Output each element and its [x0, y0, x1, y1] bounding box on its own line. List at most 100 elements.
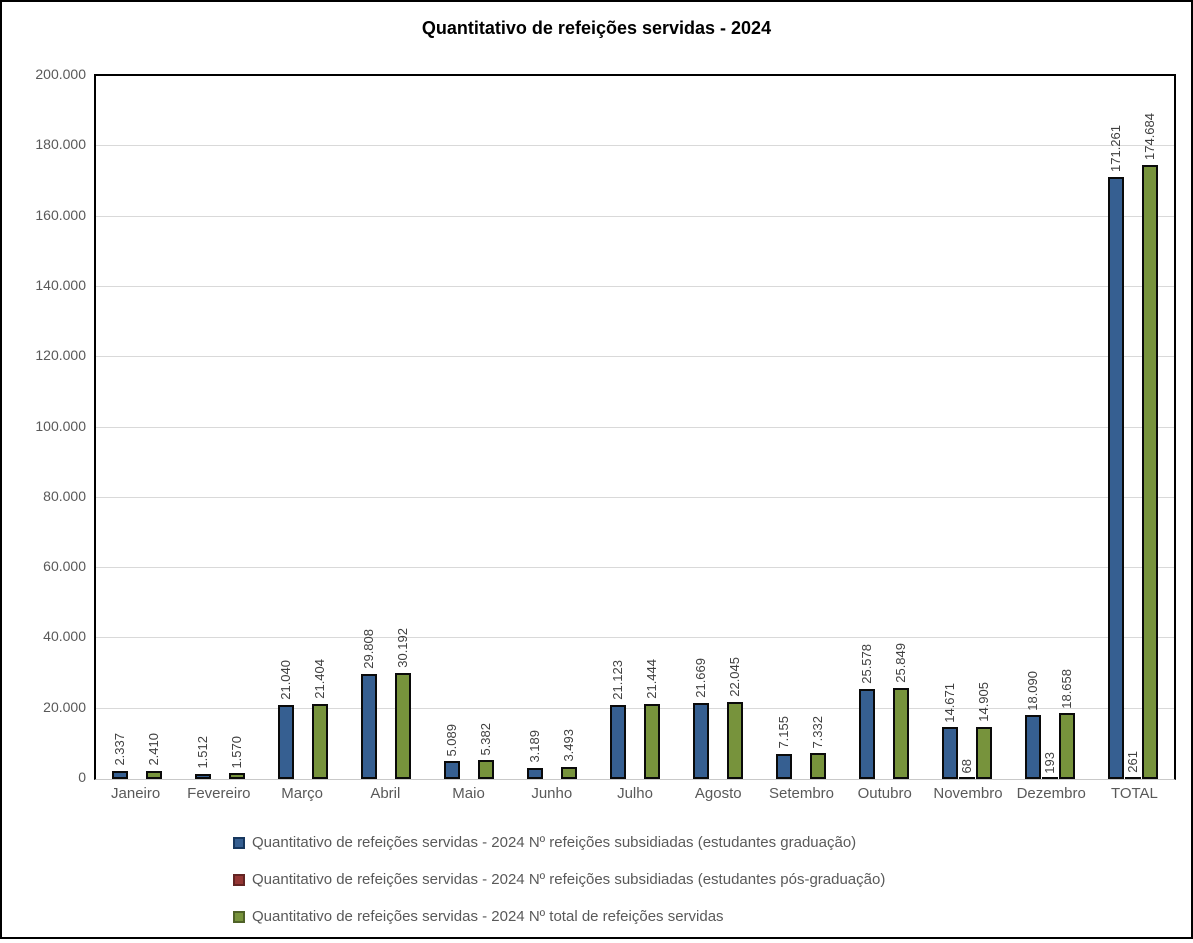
bar-junho-series1[interactable]: [527, 767, 544, 779]
value-label: 21.444: [644, 658, 659, 699]
bar-julho-series1[interactable]: [610, 704, 626, 779]
value-label: 21.123: [610, 660, 625, 700]
legend-label: Quantitativo de refeições servidas - 202…: [252, 834, 857, 851]
bar-dezembro-series2[interactable]: [1041, 777, 1058, 779]
y-tick-label: 100.000: [35, 417, 86, 434]
value-label: 25.849: [892, 643, 908, 684]
legend-item-1[interactable]: Quantitativo de refeições servidas - 202…: [233, 832, 885, 853]
legend: Quantitativo de refeições servidas - 202…: [233, 832, 885, 943]
bar-janeiro-series1[interactable]: [112, 770, 129, 779]
value-label: 18.658: [1058, 668, 1074, 709]
value-label: 21.404: [312, 659, 328, 699]
value-label: 25.578: [858, 644, 874, 685]
y-axis: 0 20.000 40.000 60.000 80.000 100.000 120.000 1…: [2, 66, 86, 785]
bar-novembro-series1[interactable]: [941, 727, 958, 779]
bar-fevereiro-series1[interactable]: [195, 773, 212, 779]
x-axis: Janeiro Fevereiro Março Abril Maio Junho Julho…: [94, 785, 1176, 809]
y-tick-label: 0: [78, 769, 86, 785]
y-tick-label: 20.000: [43, 698, 86, 715]
gridline: [96, 567, 1174, 569]
gridline: [96, 707, 1174, 709]
gridline: [96, 145, 1174, 147]
bar-setembro-series1[interactable]: [775, 753, 792, 779]
bar-agosto-series1[interactable]: [692, 702, 709, 779]
value-label: 21.040: [278, 660, 294, 701]
bar-total-series2[interactable]: [1124, 777, 1141, 779]
y-tick-label: 180.000: [35, 136, 86, 153]
value-label: 5.382: [478, 722, 494, 756]
x-tick-label: TOTAL: [1110, 785, 1158, 802]
bar-setembro-series3[interactable]: [809, 753, 826, 779]
legend-label: Quantitativo de refeições servidas - 202…: [252, 871, 886, 888]
x-tick-label: Fevereiro: [187, 785, 251, 802]
bar-abril-series1[interactable]: [361, 674, 378, 779]
chart-title: Quantitativo de refeições servidas - 202…: [421, 18, 772, 38]
value-label: 1.570: [229, 735, 245, 769]
value-label: 14.671: [941, 682, 957, 723]
x-tick-label: Outubro: [857, 785, 912, 802]
bar-junho-series3[interactable]: [561, 766, 578, 779]
y-tick-label: 160.000: [35, 206, 86, 223]
bar-agosto-series3[interactable]: [726, 701, 743, 779]
value-label: 14.905: [975, 681, 991, 722]
bar-total-series1[interactable]: [1107, 177, 1124, 779]
y-tick-label: 200.000: [35, 66, 86, 82]
value-label: 174.684: [1141, 113, 1157, 160]
x-tick-label: Dezembro: [1016, 785, 1086, 802]
x-tick-label: Setembro: [768, 785, 835, 802]
x-tick-label: Agosto: [694, 785, 742, 802]
bar-outubro-series3[interactable]: [892, 688, 909, 779]
x-tick-label: Abril: [370, 785, 401, 802]
value-label: 30.192: [395, 628, 411, 668]
bar-total-series3[interactable]: [1141, 165, 1158, 779]
value-label: 261: [1124, 751, 1140, 774]
gridline: [96, 637, 1174, 639]
bar-maio-series3[interactable]: [478, 760, 495, 779]
value-label: 1.512: [195, 736, 211, 769]
y-tick-label: 80.000: [43, 487, 86, 504]
value-label: 22.045: [726, 656, 742, 697]
value-label: 7.332: [809, 715, 825, 749]
x-tick-label: Novembro: [933, 785, 1003, 802]
y-tick-label: 40.000: [43, 628, 86, 645]
x-tick-label: Junho: [531, 785, 573, 802]
y-tick-label: 120.000: [35, 347, 86, 364]
bar-maio-series1[interactable]: [444, 761, 461, 779]
bar-novembro-series2[interactable]: [958, 777, 975, 779]
value-label: 171.261: [1107, 125, 1123, 173]
value-label: 21.669: [692, 658, 708, 698]
value-label: 18.090: [1024, 670, 1040, 711]
value-label: 193: [1041, 751, 1057, 774]
x-tick-label: Janeiro: [111, 785, 161, 802]
value-label: 29.808: [361, 629, 377, 670]
bar-novembro-series3[interactable]: [975, 726, 992, 779]
legend-item-3[interactable]: Quantitativo de refeições servidas - 202…: [233, 906, 885, 927]
legend-swatch-icon: [233, 873, 245, 886]
value-label: 2.337: [112, 733, 128, 766]
x-tick-label: Março: [281, 785, 323, 802]
value-label: 3.493: [561, 729, 577, 762]
bar-fevereiro-series3[interactable]: [229, 773, 246, 779]
y-tick-label: 140.000: [35, 276, 86, 293]
bar-abril-series3[interactable]: [395, 672, 412, 779]
x-tick-label: Maio: [452, 785, 485, 802]
legend-item-2[interactable]: Quantitativo de refeições servidas - 202…: [233, 869, 885, 890]
gridline: [96, 356, 1174, 358]
bar-dezembro-series3[interactable]: [1058, 713, 1075, 779]
value-label: 7.155: [775, 716, 791, 749]
gridline: [96, 215, 1174, 217]
bar-julho-series3[interactable]: [644, 703, 660, 779]
bar-dezembro-series1[interactable]: [1024, 715, 1041, 779]
bar-outubro-series1[interactable]: [858, 689, 875, 779]
bar-março-series3[interactable]: [312, 703, 329, 779]
bar-março-series1[interactable]: [278, 705, 295, 779]
gridline: [96, 426, 1174, 428]
y-tick-label: 60.000: [43, 558, 86, 575]
value-label: 3.189: [527, 730, 543, 763]
gridline: [96, 496, 1174, 498]
bar-janeiro-series3[interactable]: [146, 770, 163, 779]
value-label: 5.089: [444, 723, 460, 757]
x-tick-label: Julho: [617, 785, 653, 802]
value-label: 2.410: [146, 732, 162, 766]
